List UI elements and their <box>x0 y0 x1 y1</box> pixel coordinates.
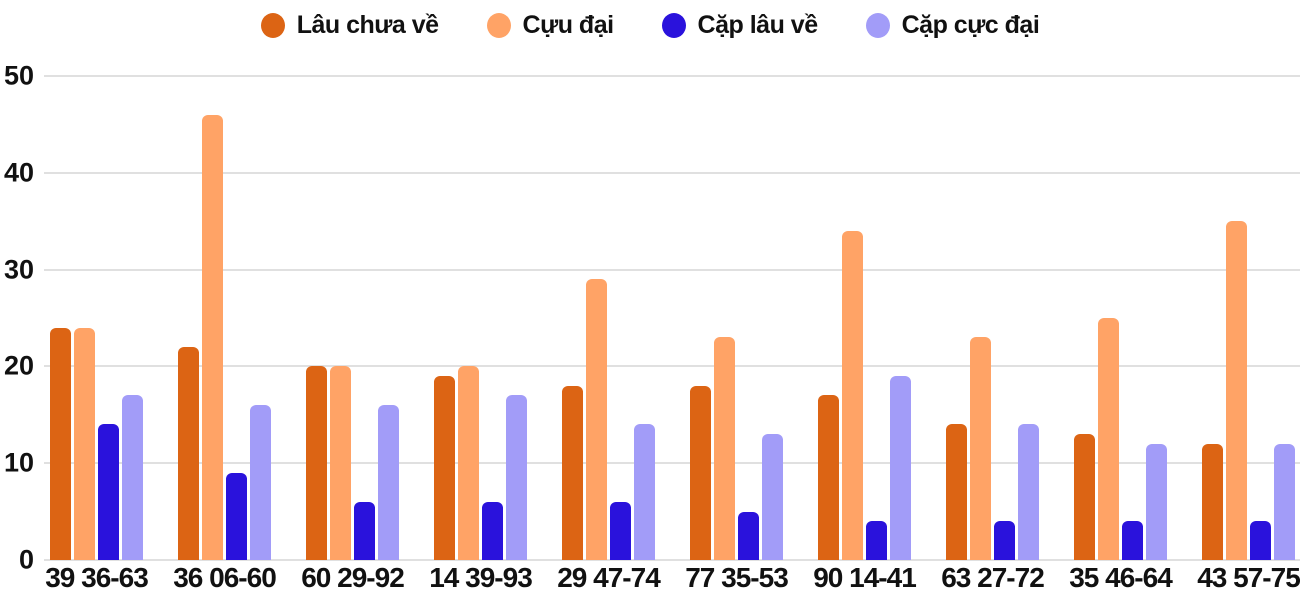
x-axis-label-3: 14 39-93 <box>429 562 533 593</box>
bar-series2-cat0 <box>98 424 119 560</box>
bar-series2-cat2 <box>354 501 375 560</box>
y-axis-tick-0: 0 <box>18 544 34 575</box>
bar-group-7 <box>946 76 1039 560</box>
bar-series1-cat2 <box>330 366 351 560</box>
bar-series3-cat7 <box>1018 424 1039 560</box>
legend-item-2: Cặp lâu về <box>661 10 819 40</box>
bar-series3-cat4 <box>634 424 655 560</box>
bar-group-4 <box>562 76 655 560</box>
bar-group-1 <box>178 76 271 560</box>
bar-series1-cat6 <box>842 230 863 560</box>
x-axis-labels: 39 36-63 36 06-60 60 29-92 14 39-93 29 47-74… <box>45 562 1300 593</box>
x-axis-label-6: 90 14-41 <box>813 562 917 593</box>
legend-swatch-icon <box>865 12 890 38</box>
bar-series3-cat9 <box>1274 443 1295 560</box>
bar-series0-cat0 <box>50 327 71 560</box>
x-axis-label-5: 77 35-53 <box>685 562 789 593</box>
bar-series0-cat1 <box>178 347 199 560</box>
y-axis-tick-50: 50 <box>3 60 34 91</box>
bar-series2-cat3 <box>482 501 503 560</box>
bar-series1-cat8 <box>1098 318 1119 560</box>
legend-label: Cặp lâu về <box>697 10 819 39</box>
bar-group-9 <box>1202 76 1295 560</box>
bar-series1-cat3 <box>458 366 479 560</box>
grid-line-20 <box>44 365 1300 368</box>
bar-group-5 <box>690 76 783 560</box>
grid-line-50 <box>44 75 1300 77</box>
bar-series3-cat3 <box>506 395 527 560</box>
x-axis-label-8: 35 46-64 <box>1069 562 1173 593</box>
bar-series3-cat8 <box>1146 443 1167 560</box>
legend-label: Lâu chưa về <box>296 10 439 39</box>
bar-series3-cat2 <box>378 405 399 560</box>
bar-group-0 <box>50 76 143 560</box>
bar-series0-cat5 <box>690 385 711 560</box>
bar-series0-cat7 <box>946 424 967 560</box>
grid-line-30 <box>44 268 1300 271</box>
y-axis-tick-30: 30 <box>3 254 34 285</box>
legend-swatch-icon <box>260 12 285 38</box>
legend-swatch-icon <box>661 12 686 38</box>
bar-series1-cat1 <box>202 114 223 560</box>
legend-label: Cặp cực đại <box>901 10 1040 39</box>
chart-legend: Lâu chưa về Cựu đại Cặp lâu về Cặp cực đại <box>0 6 1300 44</box>
bar-series2-cat4 <box>610 501 631 560</box>
bar-series0-cat3 <box>434 376 455 560</box>
bar-series3-cat1 <box>250 405 271 560</box>
bar-series2-cat7 <box>994 521 1015 560</box>
bar-series2-cat6 <box>866 521 887 560</box>
y-axis-tick-40: 40 <box>3 157 34 188</box>
y-axis-tick-10: 10 <box>3 447 34 478</box>
bar-series2-cat9 <box>1250 521 1271 560</box>
plot-area: 0 10 20 30 40 50 <box>0 62 1300 573</box>
bar-series1-cat4 <box>586 279 607 560</box>
legend-swatch-icon <box>486 12 511 38</box>
bar-group-6 <box>818 76 911 560</box>
bar-series1-cat9 <box>1226 221 1247 560</box>
bar-groups <box>50 76 1295 560</box>
legend-item-3: Cặp cực đại <box>865 10 1040 40</box>
bar-series0-cat4 <box>562 385 583 560</box>
bar-series1-cat7 <box>970 337 991 560</box>
bar-series3-cat5 <box>762 434 783 560</box>
bar-series3-cat0 <box>122 395 143 560</box>
x-axis-label-0: 39 36-63 <box>45 562 149 593</box>
x-axis-label-2: 60 29-92 <box>301 562 405 593</box>
bar-series2-cat5 <box>738 511 759 560</box>
x-axis-label-4: 29 47-74 <box>557 562 661 593</box>
bar-series2-cat8 <box>1122 521 1143 560</box>
bar-series1-cat0 <box>74 327 95 560</box>
x-axis-label-7: 63 27-72 <box>941 562 1045 593</box>
bar-series3-cat6 <box>890 376 911 560</box>
legend-label: Cựu đại <box>522 10 615 39</box>
bar-group-3 <box>434 76 527 560</box>
x-axis-label-1: 36 06-60 <box>173 562 277 593</box>
bar-series0-cat6 <box>818 395 839 560</box>
grid-line-10 <box>44 462 1300 465</box>
bar-series2-cat1 <box>226 472 247 560</box>
bar-series0-cat9 <box>1202 443 1223 560</box>
x-axis-label-9: 43 57-75 <box>1197 562 1300 593</box>
bar-group-2 <box>306 76 399 560</box>
bar-series0-cat8 <box>1074 434 1095 560</box>
grid-line-40 <box>44 171 1300 174</box>
bar-group-8 <box>1074 76 1167 560</box>
legend-item-0: Lâu chưa về <box>260 10 439 40</box>
y-axis-tick-20: 20 <box>3 350 34 381</box>
legend-item-1: Cựu đại <box>486 10 615 40</box>
grid-line-0 <box>44 559 1300 561</box>
bar-series1-cat5 <box>714 337 735 560</box>
bar-series0-cat2 <box>306 366 327 560</box>
